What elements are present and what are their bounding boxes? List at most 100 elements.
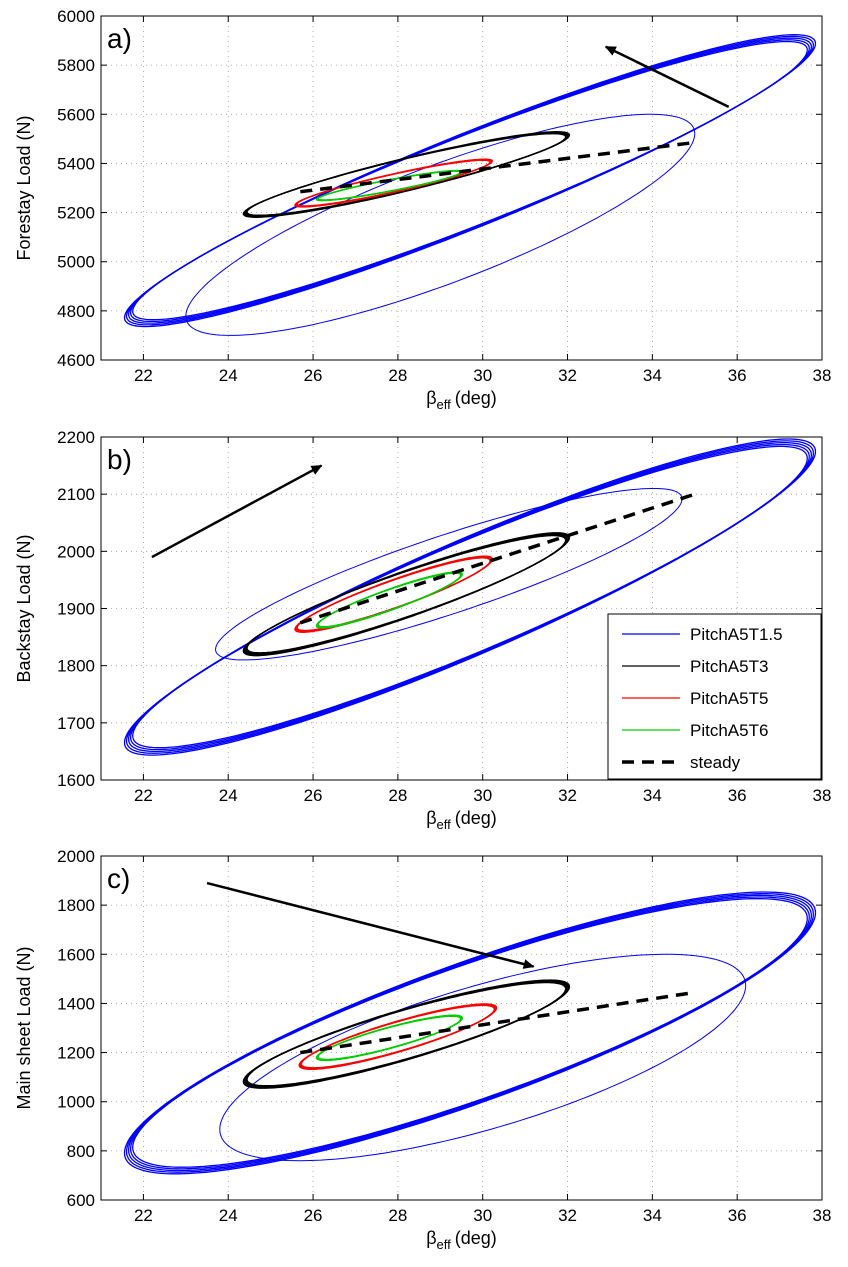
x-tick-label: 36 xyxy=(728,786,747,805)
y-tick-label: 1900 xyxy=(57,600,95,619)
y-tick-label: 2000 xyxy=(57,847,95,866)
x-tick-label: 34 xyxy=(643,1206,662,1225)
legend-entry-steady: steady xyxy=(622,753,741,772)
y-tick-label: 5400 xyxy=(57,154,95,173)
series-pitcha5t5 xyxy=(298,1003,498,1070)
series-group xyxy=(123,438,817,756)
series-pitcha5t5 xyxy=(294,555,494,633)
y-tick-label: 1600 xyxy=(57,771,95,790)
series-group xyxy=(123,891,817,1175)
panel-label: b) xyxy=(107,444,132,475)
panel-label: a) xyxy=(107,23,132,54)
y-tick-label: 2100 xyxy=(57,485,95,504)
y-axis-label: Main sheet Load (N) xyxy=(14,946,34,1109)
series-pitcha5t5-cycle xyxy=(298,1003,498,1070)
x-tick-label: 26 xyxy=(304,366,323,385)
y-axis-label: Backstay Load (N) xyxy=(14,534,34,682)
y-tick-label: 2200 xyxy=(57,428,95,447)
x-tick-label: 34 xyxy=(643,366,662,385)
x-tick-label: 22 xyxy=(134,366,153,385)
series-pitcha5t3-cycle xyxy=(242,979,571,1089)
legend-entry-pitcha5t6: PitchA5T6 xyxy=(622,721,768,740)
series-pitcha5t1-5 xyxy=(123,438,817,756)
series-pitcha5t3-cycle xyxy=(245,132,568,217)
y-tick-label: 1700 xyxy=(57,714,95,733)
x-tick-label: 28 xyxy=(388,786,407,805)
series-pitcha5t1-5-cycle xyxy=(132,40,808,321)
series-pitcha5t1-5-cycle xyxy=(123,891,817,1175)
y-tick-label: 1000 xyxy=(57,1093,95,1112)
x-tick-label: 22 xyxy=(134,786,153,805)
y-tick-label: 600 xyxy=(67,1191,95,1210)
plot-area xyxy=(123,34,817,336)
series-pitcha5t1-5-cycle xyxy=(125,35,815,326)
tick-labels: 22 24 26 28 30 32 34 36 38 600 800 1000 1200 1400 1600… xyxy=(57,847,831,1225)
x-axis-label: βeff (deg) xyxy=(426,1228,497,1252)
x-tick-label: 26 xyxy=(304,1206,323,1225)
series-pitcha5t1-5-transient xyxy=(185,113,696,336)
x-tick-label: 30 xyxy=(473,786,492,805)
series-pitcha5t3-cycle xyxy=(244,980,569,1088)
y-tick-label: 1800 xyxy=(57,896,95,915)
x-tick-label: 26 xyxy=(304,786,323,805)
x-tick-label: 30 xyxy=(473,366,492,385)
y-tick-label: 1400 xyxy=(57,994,95,1013)
chart-panel-a: 22 24 26 28 30 32 34 36 38 4600 4800 5000 5200 5400 56… xyxy=(14,7,831,412)
y-tick-label: 4800 xyxy=(57,302,95,321)
x-tick-label: 22 xyxy=(134,1206,153,1225)
series-pitcha5t1-5-cycle xyxy=(132,897,808,1168)
series-pitcha5t6 xyxy=(315,1014,464,1062)
series-pitcha5t5-cycle xyxy=(295,556,492,633)
x-tick-label: 36 xyxy=(728,366,747,385)
series-pitcha5t3 xyxy=(242,979,571,1089)
panel-label: c) xyxy=(107,863,130,894)
y-tick-label: 6000 xyxy=(57,7,95,26)
series-pitcha5t1-5-transient xyxy=(214,488,683,661)
series-pitcha5t1-5-cycle xyxy=(129,896,810,1170)
grid xyxy=(101,15,823,361)
direction-arrow xyxy=(604,45,730,109)
legend-label: PitchA5T6 xyxy=(690,721,768,740)
y-tick-label: 1800 xyxy=(57,657,95,676)
x-tick-label: 32 xyxy=(558,1206,577,1225)
tick-labels: 22 24 26 28 30 32 34 36 38 1600 1700 1800 1900 2000 21… xyxy=(57,428,831,805)
legend: PitchA5T1.5 PitchA5T3 PitchA5T5 PitchA5T… xyxy=(607,613,822,780)
direction-arrow xyxy=(206,881,535,969)
series-pitcha5t3-cycle xyxy=(245,981,568,1087)
series-pitcha5t3-cycle xyxy=(243,980,570,1089)
x-tick-label: 28 xyxy=(388,1206,407,1225)
plot-area xyxy=(123,891,817,1175)
x-tick-label: 30 xyxy=(473,1206,492,1225)
series-steady xyxy=(299,492,696,625)
y-tick-label: 2000 xyxy=(57,542,95,561)
direction-arrow xyxy=(151,464,323,559)
series-pitcha5t5-cycle xyxy=(296,159,491,207)
x-tick-label: 24 xyxy=(219,366,238,385)
y-tick-label: 800 xyxy=(67,1142,95,1161)
y-tick-label: 5600 xyxy=(57,105,95,124)
legend-label: PitchA5T5 xyxy=(690,689,768,708)
series-pitcha5t1-5-cycle xyxy=(123,438,817,756)
x-tick-label: 32 xyxy=(558,786,577,805)
x-tick-label: 28 xyxy=(388,366,407,385)
series-steady xyxy=(300,990,696,1055)
y-tick-label: 5200 xyxy=(57,204,95,223)
series-pitcha5t6-cycle xyxy=(315,571,464,629)
series-pitcha5t5-cycle xyxy=(294,555,494,633)
x-axis-label: βeff (deg) xyxy=(426,388,497,412)
y-tick-label: 5000 xyxy=(57,253,95,272)
y-axis-label: Forestay Load (N) xyxy=(14,115,34,260)
x-axis-label: βeff (deg) xyxy=(426,808,497,832)
series-pitcha5t3 xyxy=(242,532,571,657)
legend-label: PitchA5T1.5 xyxy=(690,625,783,644)
series-pitcha5t3-cycle xyxy=(243,131,570,218)
x-tick-label: 34 xyxy=(643,786,662,805)
series-pitcha5t3-cycle xyxy=(242,532,571,657)
x-tick-label: 24 xyxy=(219,786,238,805)
series-pitcha5t3 xyxy=(242,131,571,218)
series-pitcha5t5-cycle xyxy=(294,158,494,208)
y-tick-label: 4600 xyxy=(57,351,95,370)
x-tick-label: 38 xyxy=(813,786,832,805)
series-pitcha5t5-cycle xyxy=(294,555,493,633)
